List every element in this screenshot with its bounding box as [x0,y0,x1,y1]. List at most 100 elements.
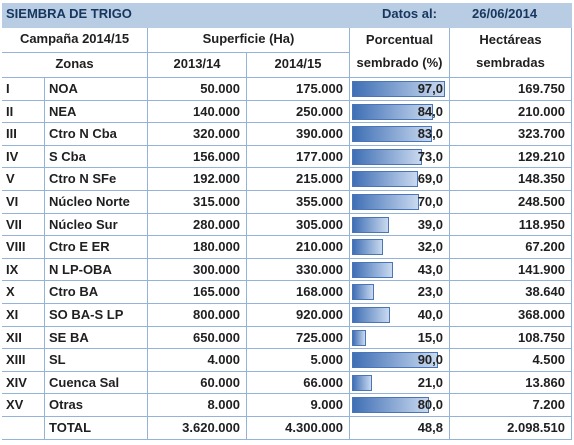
row-num: XIII [2,349,45,372]
cell-text: 48,8 [417,420,443,435]
cell-text: Ctro N SFe [49,171,117,187]
cell-text: 300.000 [193,261,240,277]
hectares: 7.200 [450,394,572,417]
pct-cell: 84,0 [350,100,450,124]
data-bar [352,194,420,210]
pct-text: 69,0 [417,171,443,187]
header-line: sembradas [476,55,545,70]
surface-2013: 140.000 [148,100,247,124]
cell-text: 355.000 [296,194,343,209]
data-bar [352,397,429,414]
pct-text: 21,0 [417,374,443,390]
hectares: 129.210 [450,145,572,169]
hectares: 108.750 [450,326,572,350]
zone: N LP-OBA [45,258,148,282]
cell-text: XI [6,307,19,322]
row-num: IX [2,258,45,282]
total-s1: 3.620.000 [148,417,247,440]
cell-text: 4.500 [532,352,565,368]
cell-text: Campaña 2014/15 [19,31,130,46]
cell-text: 9.000 [310,397,343,413]
cell-text: 118.950 [518,216,565,232]
cell-text: X [6,284,15,300]
data-bar [352,352,439,369]
pct-text: 73,0 [417,148,443,164]
row-num: XV [2,394,45,417]
pct-text: 97,0 [417,81,443,96]
cell-text: NOA [49,81,78,96]
pct-cell: 40,0 [350,304,450,327]
cell-text: 2014/15 [274,56,322,71]
cell-text: 725.000 [296,329,343,345]
cell-text: 323.700 [518,126,565,142]
header-line: Porcentual [365,32,434,47]
cell-text: 66.000 [303,374,343,390]
cell-text: 800.000 [193,307,240,322]
pct-cell: 97,0 [350,78,450,101]
surface-2013: 165.000 [148,281,247,304]
pct-cell: 39,0 [350,213,450,237]
cell-text: 8.000 [207,397,240,413]
cell-text: IV [6,148,19,164]
cell-text: 148.350 [518,171,565,187]
cell-text: TOTAL [49,420,92,435]
cell-text: 280.000 [193,216,240,232]
cell-text: 140.000 [193,103,240,119]
surface-2014: 9.000 [247,394,350,417]
data-bar [352,216,390,233]
zone: Núcleo Norte [45,191,148,214]
row-num: VI [2,191,45,214]
surface-2014: 305.000 [247,213,350,237]
row-num: VII [2,213,45,237]
cell-text: 168.000 [296,284,343,300]
cell-text: 2.098.510 [507,420,565,435]
cell-text: 315.000 [193,194,240,209]
surface-2013: 4.000 [148,349,247,372]
cell-text: 60.000 [200,374,240,390]
pct-cell: 23,0 [350,281,450,304]
cell-text: 2013/14 [173,56,221,71]
hectares: 210.000 [450,100,572,124]
cell-text: 215.000 [296,171,343,187]
cell-text: 210.000 [518,103,565,119]
cell-text: Datos al: [382,6,437,21]
pct-text: 39,0 [417,216,443,232]
zone: SO BA-S LP [45,304,148,327]
row-num: V [2,168,45,191]
zone: Ctro E ER [45,236,148,259]
zone: S Cba [45,145,148,169]
cell-text: II [6,103,14,119]
surface-2013: 8.000 [148,394,247,417]
cell-text: III [6,126,17,142]
cell-text: 129.210 [518,148,565,164]
surface-2013: 180.000 [148,236,247,259]
surface-2013: 315.000 [148,191,247,214]
pct-text: 90,0 [417,352,443,368]
surface-2013: 800.000 [148,304,247,327]
hectares: 118.950 [450,213,572,237]
cell-text: 108.750 [518,329,565,345]
header-ha: Hectáreas sembradas [450,28,572,78]
cell-text: N LP-OBA [49,261,112,277]
pct-cell: 69,0 [350,168,450,191]
data-bar [352,239,383,256]
cell-text: 4.300.000 [285,420,343,435]
row-num: IV [2,145,45,169]
date-label: Datos al: [382,3,462,28]
surface-2013: 192.000 [148,168,247,191]
cell-text: 250.000 [296,103,343,119]
zone: Cuenca Sal [45,371,148,395]
cell-text: 210.000 [296,239,343,255]
zone: SL [45,349,148,372]
cell-text: VI [6,194,19,209]
zone: Ctro N SFe [45,168,148,191]
data-bar [352,103,433,120]
cell-text: 248.500 [518,194,565,209]
hectares: 67.200 [450,236,572,259]
cell-text: IX [6,261,19,277]
hectares: 169.750 [450,78,572,101]
cell-text: VII [6,216,22,232]
cell-text: 177.000 [296,148,343,164]
cell-text: VIII [6,239,26,255]
surface-2014: 175.000 [247,78,350,101]
